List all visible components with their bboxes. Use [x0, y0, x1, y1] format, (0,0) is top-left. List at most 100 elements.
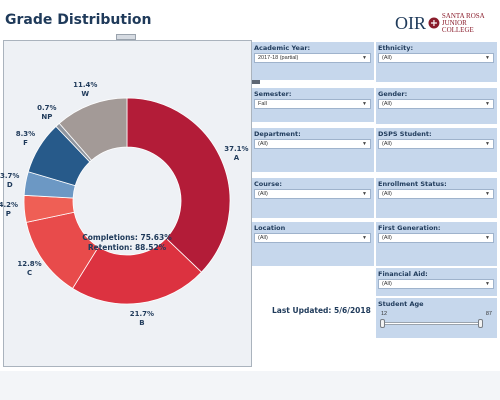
slice-label-c: 12.8% C — [16, 260, 44, 278]
gender-select[interactable]: (All) ▼ — [378, 99, 494, 109]
slice-label-w: 11.4% W — [71, 81, 99, 99]
semester-select[interactable]: Fall ▼ — [254, 99, 371, 109]
chevron-down-icon: ▼ — [485, 101, 490, 107]
chevron-down-icon: ▼ — [485, 191, 490, 197]
slice-pct: 4.2% — [0, 201, 19, 210]
chevron-down-icon: ▼ — [485, 141, 490, 147]
slice-pct: 12.8% — [17, 260, 42, 269]
department-value: (All) — [258, 141, 268, 147]
oir-srjc-logo: OIR SANTA ROSA JUNIOR COLLEGE — [395, 12, 500, 34]
filter-gender: Gender: (All) ▼ — [376, 88, 497, 124]
filter-student-age: Student Age 12 87 — [376, 298, 497, 338]
logo-srjc-text: SANTA ROSA JUNIOR COLLEGE — [441, 11, 500, 34]
filter-title: Financial Aid: — [378, 270, 428, 278]
slice-grade: P — [5, 210, 11, 219]
retention-text: Retention: 88.52% — [87, 243, 167, 252]
location-select[interactable]: (All) ▼ — [254, 233, 371, 243]
filter-semester: Semester: Fall ▼ — [252, 88, 374, 122]
slice-pct: 8.3% — [15, 129, 36, 138]
slice-pct: 0.7% — [37, 104, 57, 113]
slice-pct: 11.4% — [73, 80, 98, 89]
donut-slice-a[interactable] — [126, 97, 231, 273]
course-select[interactable]: (All) ▼ — [254, 189, 371, 199]
location-value: (All) — [258, 235, 268, 241]
panel-resize-grip[interactable] — [116, 34, 136, 40]
donut-center-text: Completions: 75.63% Retention: 88.52% — [77, 233, 177, 253]
first-generation-select[interactable]: (All) ▼ — [378, 233, 494, 243]
slice-grade: D — [6, 180, 13, 189]
filter-title: Gender: — [378, 90, 408, 98]
filter-title: Student Age — [378, 300, 424, 308]
ethnicity-value: (All) — [382, 55, 392, 61]
chevron-down-icon: ▼ — [362, 191, 367, 197]
age-max-value: 87 — [485, 311, 492, 317]
footer-bar — [0, 371, 500, 400]
ethnicity-select[interactable]: (All) ▼ — [378, 53, 494, 63]
course-value: (All) — [258, 191, 268, 197]
academic-year-select[interactable]: 2017-18 (partial) ▼ — [254, 53, 371, 63]
slice-label-np: 0.7% NP — [33, 104, 61, 122]
filter-title: Semester: — [254, 90, 292, 98]
slice-pct: 3.7% — [0, 171, 20, 180]
age-slider-max-handle[interactable] — [478, 319, 483, 328]
logo-line2: JUNIOR COLLEGE — [441, 18, 474, 34]
financial-aid-select[interactable]: (All) ▼ — [378, 279, 494, 289]
slice-label-d: 3.7% D — [0, 172, 24, 190]
dsps-student-select[interactable]: (All) ▼ — [378, 139, 494, 149]
filter-title: Location — [254, 224, 286, 232]
department-select[interactable]: (All) ▼ — [254, 139, 371, 149]
logo-line1: SANTA ROSA — [441, 11, 485, 20]
first-generation-value: (All) — [382, 235, 392, 241]
grade-donut-chart: Completions: 75.63% Retention: 88.52% 37… — [0, 40, 252, 367]
slice-label-b: 21.7% B — [128, 310, 156, 328]
enrollment-status-value: (All) — [382, 191, 392, 197]
srjc-seal-icon — [428, 17, 440, 29]
chevron-down-icon: ▼ — [362, 101, 367, 107]
academic-year-value: 2017-18 (partial) — [258, 55, 299, 61]
chevron-down-icon: ▼ — [362, 55, 367, 61]
slice-label-f: 8.3% F — [11, 130, 39, 148]
chevron-down-icon: ▼ — [362, 235, 367, 241]
filter-title: Enrollment Status: — [378, 180, 447, 188]
slice-label-p: 4.2% P — [0, 201, 22, 219]
filter-title: First Generation: — [378, 224, 441, 232]
filter-financial-aid: Financial Aid: (All) ▼ — [376, 268, 497, 296]
chevron-down-icon: ▼ — [362, 141, 367, 147]
slice-grade: C — [26, 269, 33, 278]
chevron-down-icon: ▼ — [485, 281, 490, 287]
donut-svg — [23, 97, 231, 305]
slice-pct: 21.7% — [129, 310, 155, 319]
filter-course: Course: (All) ▼ — [252, 178, 374, 218]
age-slider-min-handle[interactable] — [380, 319, 385, 328]
slice-pct: 37.1% — [224, 145, 249, 154]
slice-grade: A — [233, 154, 240, 163]
dsps-student-value: (All) — [382, 141, 392, 147]
filter-ethnicity: Ethnicity: (All) ▼ — [376, 42, 497, 82]
chevron-down-icon: ▼ — [485, 55, 490, 61]
slice-grade: B — [139, 319, 145, 328]
semester-value: Fall — [258, 101, 267, 107]
age-min-value: 12 — [381, 311, 388, 317]
donut-slice-w[interactable] — [58, 97, 128, 161]
filter-location: Location (All) ▼ — [252, 222, 374, 266]
logo-oir-text: OIR — [395, 12, 426, 33]
filter-dsps-student: DSPS Student: (All) ▼ — [376, 128, 497, 172]
enrollment-status-select[interactable]: (All) ▼ — [378, 189, 494, 199]
chevron-down-icon: ▼ — [485, 235, 490, 241]
financial-aid-value: (All) — [382, 281, 392, 287]
slice-grade: NP — [41, 113, 53, 122]
age-slider-track[interactable] — [381, 322, 481, 325]
slice-grade: F — [23, 138, 28, 147]
filter-enrollment-status: Enrollment Status: (All) ▼ — [376, 178, 497, 218]
page-title: Grade Distribution — [5, 12, 152, 28]
filter-title: Academic Year: — [254, 44, 311, 52]
filter-academic-year: Academic Year: 2017-18 (partial) ▼ — [252, 42, 374, 80]
gender-value: (All) — [382, 101, 392, 107]
filter-title: DSPS Student: — [378, 130, 432, 138]
filter-title: Course: — [254, 180, 282, 188]
completions-text: Completions: 75.63% — [82, 233, 172, 242]
filter-title: Ethnicity: — [378, 44, 414, 52]
last-updated-text: Last Updated: 5/6/2018 — [272, 306, 371, 315]
filter-first-generation: First Generation: (All) ▼ — [376, 222, 497, 266]
slice-label-a: 37.1% A — [222, 145, 250, 163]
